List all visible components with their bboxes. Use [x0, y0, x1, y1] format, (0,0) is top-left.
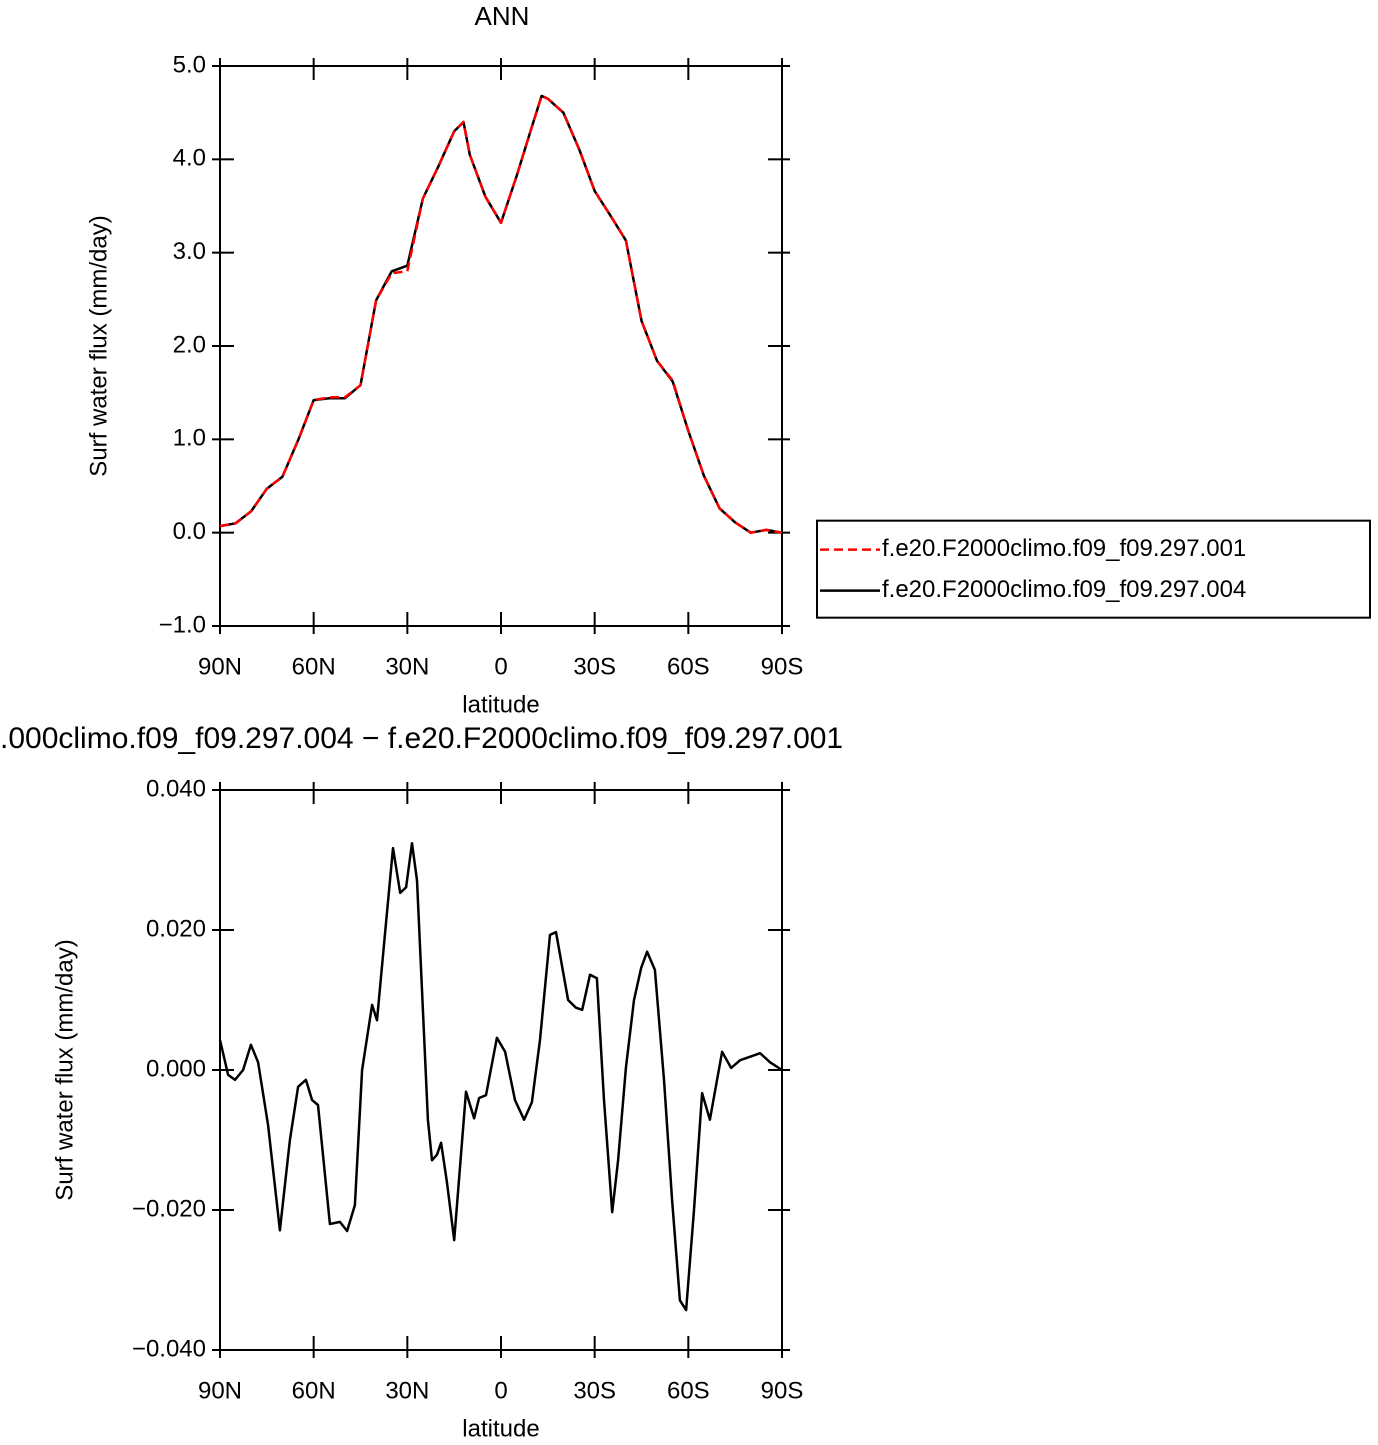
y-tick-label: 0.020 — [146, 915, 206, 942]
x-tick-label: 60S — [667, 1377, 710, 1404]
x-tick-label: 60N — [292, 1377, 336, 1404]
y-tick-label: 0.0 — [173, 518, 206, 545]
y-tick-label: 1.0 — [173, 425, 206, 452]
plot-frame — [219, 65, 783, 627]
x-axis-label: latitude — [462, 691, 539, 718]
y-tick-label: −0.020 — [132, 1195, 206, 1222]
data-line — [219, 94, 783, 534]
legend-label: f.e20.F2000climo.f09_f09.297.001 — [882, 535, 1246, 562]
x-tick-label: 60S — [667, 653, 710, 680]
x-tick-label: 90N — [198, 1377, 242, 1404]
y-tick-label: −1.0 — [159, 611, 206, 638]
y-tick-label: 0.000 — [146, 1055, 206, 1082]
x-tick-label: 30S — [573, 653, 616, 680]
y-axis-label: Surf water flux (mm/day) — [51, 939, 78, 1200]
y-axis-label: Surf water flux (mm/day) — [85, 215, 112, 476]
y-tick-label: 2.0 — [173, 331, 206, 358]
x-axis-label: latitude — [462, 1415, 539, 1442]
data-line — [219, 94, 783, 534]
chart-title: ANN — [475, 1, 530, 31]
x-tick-label: 60N — [292, 653, 336, 680]
chart-title: .000climo.f09_f09.297.004 − f.e20.F2000c… — [0, 722, 843, 755]
x-tick-label: 30N — [385, 653, 429, 680]
y-tick-label: −0.040 — [132, 1335, 206, 1362]
y-tick-label: 3.0 — [173, 238, 206, 265]
y-tick-label: 5.0 — [173, 51, 206, 78]
plot-frame — [219, 789, 783, 1351]
x-tick-label: 90S — [761, 1377, 804, 1404]
x-tick-label: 0 — [494, 1377, 507, 1404]
x-tick-label: 30N — [385, 1377, 429, 1404]
legend-label: f.e20.F2000climo.f09_f09.297.004 — [882, 576, 1246, 603]
x-tick-label: 0 — [494, 653, 507, 680]
x-tick-label: 90N — [198, 653, 242, 680]
x-tick-label: 90S — [761, 653, 804, 680]
legend-box — [816, 519, 1371, 619]
x-tick-label: 30S — [573, 1377, 616, 1404]
y-tick-label: 4.0 — [173, 145, 206, 172]
data-line — [218, 841, 783, 1312]
y-tick-label: 0.040 — [146, 775, 206, 802]
